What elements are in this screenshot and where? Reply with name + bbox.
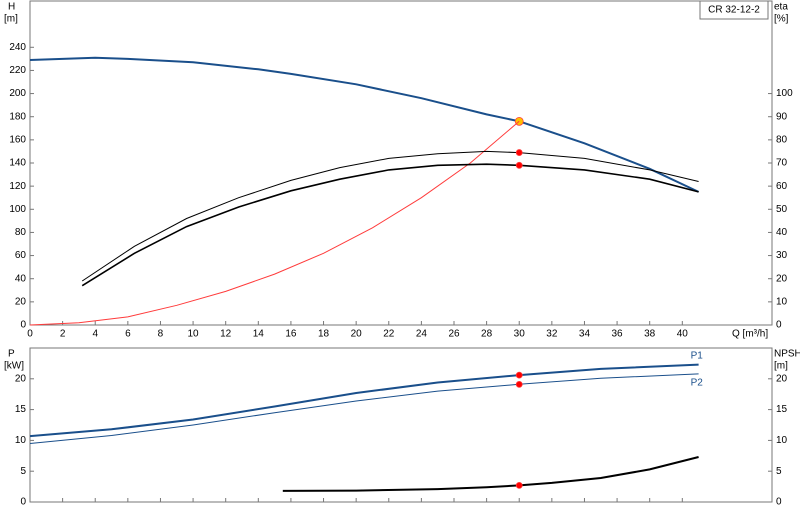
duty-point bbox=[515, 380, 523, 388]
x-axis-label: Q [m³/h] bbox=[732, 329, 768, 340]
x-tick-label: 40 bbox=[677, 329, 689, 340]
x-tick-label: 16 bbox=[285, 329, 297, 340]
duty-point bbox=[515, 161, 523, 169]
y2-tick-label: 10 bbox=[776, 296, 788, 307]
y-tick-label: 0 bbox=[20, 497, 26, 508]
y-axis-unit: [kW] bbox=[4, 361, 24, 372]
legend-box bbox=[699, 0, 769, 20]
x-tick-label: 26 bbox=[448, 329, 460, 340]
x-tick-label: 34 bbox=[579, 329, 591, 340]
x-tick-label: 36 bbox=[612, 329, 624, 340]
curve bbox=[29, 56, 700, 193]
duty-point bbox=[515, 149, 523, 156]
series-label: P2 bbox=[691, 378, 704, 389]
y2-axis-label: NPSH bbox=[774, 349, 800, 360]
y2-tick-label: 5 bbox=[776, 466, 782, 477]
x-tick-label: 22 bbox=[383, 329, 395, 340]
y2-axis-label: eta bbox=[774, 2, 788, 13]
x-tick-label: 6 bbox=[125, 329, 131, 340]
series-label: P1 bbox=[691, 350, 704, 361]
x-tick-label: 20 bbox=[351, 329, 363, 340]
x-tick-label: 4 bbox=[92, 329, 98, 340]
y-tick-label: 100 bbox=[9, 204, 26, 215]
y2-tick-label: 40 bbox=[776, 227, 788, 238]
x-tick-label: 12 bbox=[220, 329, 232, 340]
duty-point bbox=[515, 481, 523, 489]
x-tick-label: 28 bbox=[481, 329, 493, 340]
y2-tick-label: 20 bbox=[776, 273, 788, 284]
y2-tick-label: 70 bbox=[776, 158, 788, 169]
y2-tick-label: 60 bbox=[776, 181, 788, 192]
curve bbox=[29, 373, 699, 444]
y2-tick-label: 90 bbox=[776, 111, 788, 122]
y-tick-label: 120 bbox=[9, 181, 26, 192]
y2-tick-label: 50 bbox=[776, 204, 788, 215]
y-axis-label: H bbox=[8, 2, 15, 13]
y2-tick-label: 10 bbox=[776, 435, 788, 446]
x-tick-label: 24 bbox=[416, 329, 428, 340]
y-tick-label: 140 bbox=[9, 158, 26, 169]
duty-point bbox=[515, 371, 523, 379]
x-tick-label: 10 bbox=[188, 329, 200, 340]
y2-tick-label: 0 bbox=[776, 320, 782, 331]
x-tick-label: 18 bbox=[318, 329, 330, 340]
y2-tick-label: 15 bbox=[776, 404, 788, 415]
curve bbox=[29, 120, 520, 326]
x-tick-label: 38 bbox=[644, 329, 656, 340]
curve bbox=[29, 363, 699, 438]
x-tick-label: 0 bbox=[27, 329, 33, 340]
x-tick-label: 2 bbox=[60, 329, 66, 340]
y2-tick-label: 20 bbox=[776, 373, 788, 384]
y-axis-label: P bbox=[8, 349, 15, 360]
y2-tick-label: 100 bbox=[776, 88, 793, 99]
x-tick-label: 8 bbox=[158, 329, 164, 340]
y-tick-label: 180 bbox=[9, 111, 26, 122]
y-tick-label: 20 bbox=[15, 373, 27, 384]
curve bbox=[81, 150, 699, 282]
y2-axis-unit: [%] bbox=[774, 14, 789, 25]
x-tick-label: 14 bbox=[253, 329, 265, 340]
y-axis-unit: [m] bbox=[4, 14, 18, 25]
y-tick-label: 0 bbox=[20, 320, 26, 331]
y-tick-label: 220 bbox=[9, 65, 26, 76]
y-tick-label: 40 bbox=[15, 273, 27, 284]
y-tick-label: 15 bbox=[15, 404, 27, 415]
curve bbox=[81, 163, 699, 287]
y-tick-label: 240 bbox=[9, 42, 26, 53]
y-tick-label: 160 bbox=[9, 134, 26, 145]
y-tick-label: 200 bbox=[9, 88, 26, 99]
y-tick-label: 5 bbox=[20, 466, 26, 477]
y-tick-label: 80 bbox=[15, 227, 27, 238]
plot-frame bbox=[29, 347, 773, 503]
curve bbox=[282, 456, 699, 492]
x-tick-label: 32 bbox=[546, 329, 558, 340]
y2-tick-label: 30 bbox=[776, 250, 788, 261]
plot-frame bbox=[29, 0, 773, 326]
y2-tick-label: 80 bbox=[776, 134, 788, 145]
y2-tick-label: 0 bbox=[776, 497, 782, 508]
y2-axis-unit: [m] bbox=[774, 361, 788, 372]
y-tick-label: 10 bbox=[15, 435, 27, 446]
x-tick-label: 30 bbox=[514, 329, 526, 340]
y-tick-label: 20 bbox=[15, 296, 27, 307]
y-tick-label: 60 bbox=[15, 250, 27, 261]
legend-title: CR 32-12-2 bbox=[708, 5, 760, 16]
